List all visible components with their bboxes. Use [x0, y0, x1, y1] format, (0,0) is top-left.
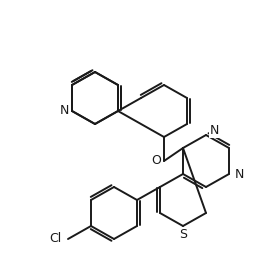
Text: N: N — [59, 105, 69, 117]
Text: S: S — [179, 227, 187, 240]
Text: N: N — [234, 167, 244, 181]
Text: N: N — [209, 124, 219, 138]
Text: O: O — [151, 155, 161, 167]
Text: Cl: Cl — [50, 232, 62, 246]
